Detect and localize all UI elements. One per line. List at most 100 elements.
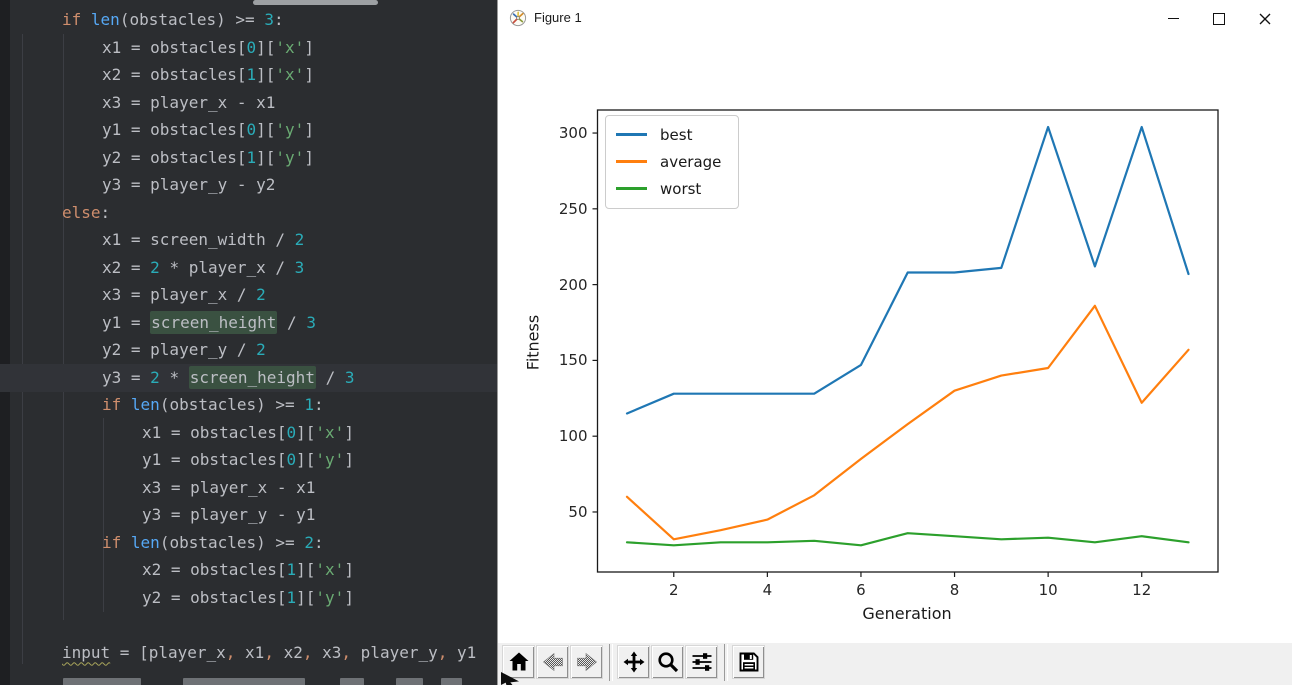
- code-line[interactable]: x3 = player_x / 2: [0, 281, 497, 309]
- code-line[interactable]: y3 = player_y - y1: [0, 501, 497, 529]
- code-token: x2 =: [102, 257, 151, 277]
- code-token: len: [130, 532, 160, 552]
- code-token: 'y': [275, 147, 305, 167]
- code-line[interactable]: y2 = obstacles[1]['y']: [0, 144, 497, 172]
- pan-button[interactable]: [617, 645, 650, 679]
- code-token: 2: [294, 230, 305, 249]
- legend-line-swatch: [616, 160, 647, 163]
- y-tick-label: 50: [568, 502, 588, 521]
- y-axis-label: Fitness: [523, 314, 543, 371]
- configure-subplots-button[interactable]: [685, 645, 718, 679]
- code-token: 0: [246, 37, 257, 57]
- zoom-button[interactable]: [651, 645, 684, 679]
- window-title: Figure 1: [534, 10, 582, 25]
- code-token: ]: [344, 450, 354, 469]
- code-line[interactable]: else:: [0, 199, 497, 227]
- code-line[interactable]: x1 = obstacles[0]['x']: [0, 419, 497, 447]
- y-tick-label: 100: [558, 427, 588, 446]
- close-button[interactable]: [1242, 0, 1288, 37]
- home-button[interactable]: [502, 645, 535, 679]
- code-token: 3: [344, 367, 355, 387]
- x-tick-label: 4: [762, 581, 773, 599]
- code-token: ]: [344, 422, 354, 442]
- code-line[interactable]: y3 = player_y - y2: [0, 171, 497, 199]
- code-editor[interactable]: if len(obstacles) >= 3: x1 = obstacles[0]…: [0, 0, 497, 685]
- code-line[interactable]: y1 = obstacles[0]['y']: [0, 446, 497, 474]
- code-line[interactable]: x3 = player_x - x1: [0, 474, 497, 502]
- code-token: 'x': [275, 65, 305, 84]
- code-token: *: [159, 367, 189, 387]
- code-line[interactable]: y2 = obstacles[1]['y']: [0, 584, 497, 612]
- window-titlebar[interactable]: Figure 1: [498, 0, 1292, 37]
- code-token: x2: [273, 642, 303, 662]
- code-token: if: [102, 532, 131, 552]
- legend-label: worst: [660, 179, 702, 198]
- code-line[interactable]: y2 = player_y / 2: [0, 336, 497, 364]
- code-token: :: [273, 10, 284, 29]
- code-token: ][: [256, 120, 276, 139]
- x-tick-label: 2: [668, 581, 679, 599]
- code-token: ][: [296, 422, 316, 442]
- code-line[interactable]: y1 = screen_height / 3: [0, 309, 497, 337]
- code-token: x1 = screen_width /: [102, 230, 295, 249]
- code-token: ][: [296, 450, 316, 469]
- code-token: y2 = player_y /: [102, 340, 257, 359]
- toolbar-separator: [609, 644, 613, 681]
- code-line[interactable]: if len(obstacles) >= 1:: [0, 391, 497, 419]
- code-line[interactable]: y1 = obstacles[0]['y']: [0, 116, 497, 144]
- code-line[interactable]: if len(obstacles) >= 3:: [0, 6, 497, 34]
- forward-button[interactable]: [570, 645, 603, 679]
- legend-line-swatch: [616, 133, 647, 136]
- code-line[interactable]: x2 = 2 * player_x / 3: [0, 254, 497, 282]
- code-line[interactable]: if len(obstacles) >= 2:: [0, 529, 497, 557]
- code-token: x1: [235, 642, 265, 662]
- code-line[interactable]: x1 = screen_width / 2: [0, 226, 497, 254]
- horizontal-scrollbar-thumb[interactable]: [253, 0, 378, 5]
- code-token: 'x': [275, 37, 305, 57]
- code-token: x1 = obstacles[: [102, 37, 247, 57]
- code-token: ,: [264, 642, 274, 662]
- highlighted-identifier: screen_height: [188, 365, 316, 389]
- matplotlib-logo-icon: [509, 9, 527, 27]
- code-token: 0: [286, 450, 297, 469]
- arrow-left-icon: [542, 652, 563, 672]
- code-token: 0: [246, 120, 257, 139]
- code-token: ,: [437, 642, 448, 662]
- maximize-button[interactable]: [1196, 0, 1242, 37]
- move-icon: [623, 651, 644, 673]
- code-line[interactable]: x3 = player_x - x1: [0, 89, 497, 117]
- code-token: ]: [304, 147, 314, 167]
- code-line[interactable]: x2 = obstacles[1]['x']: [0, 61, 497, 89]
- code-line[interactable]: y3 = 2 * screen_height / 3: [0, 363, 497, 392]
- code-token: 1: [246, 65, 257, 84]
- code-token: 1: [286, 587, 297, 607]
- code-token: ]: [304, 65, 314, 84]
- series-line-worst: [625, 532, 1190, 547]
- editor-gutter-strip: [0, 0, 10, 685]
- code-line[interactable]: x1 = obstacles[0]['x']: [0, 34, 497, 62]
- code-token: x3 = player_x - x1: [142, 477, 316, 497]
- code-token: ][: [296, 560, 316, 579]
- code-token: x1 = obstacles[: [142, 422, 287, 442]
- code-token: 'y': [315, 587, 345, 607]
- code-token: /: [277, 312, 307, 332]
- code-token: 2: [256, 340, 266, 359]
- code-token: 1: [246, 147, 257, 167]
- back-button[interactable]: [536, 645, 569, 679]
- save-button[interactable]: [732, 645, 765, 679]
- legend-item: best: [606, 121, 738, 148]
- y-tick-label: 250: [558, 199, 588, 218]
- figure-canvas[interactable]: 2 4 6 8 10 12 50 100 150 200 250 300 Generation Fit…: [498, 37, 1292, 643]
- code-token: y2 = obstacles[: [102, 147, 247, 167]
- code-token: y1 = obstacles[: [142, 450, 287, 469]
- plot-border: [596, 109, 1219, 573]
- code-token: 'y': [275, 120, 305, 139]
- code-token: 2: [304, 532, 314, 552]
- code-line[interactable]: input = [player_x, x1, x2, x3, player_y,…: [0, 639, 497, 667]
- code-token: y1 = obstacles[: [102, 120, 247, 139]
- figure-toolbar: [498, 643, 1292, 685]
- minimize-button[interactable]: [1150, 0, 1196, 37]
- code-line[interactable]: x2 = obstacles[1]['x']: [0, 556, 497, 584]
- code-token: ]: [304, 120, 314, 139]
- clipped-code-line-fragment: [63, 678, 141, 685]
